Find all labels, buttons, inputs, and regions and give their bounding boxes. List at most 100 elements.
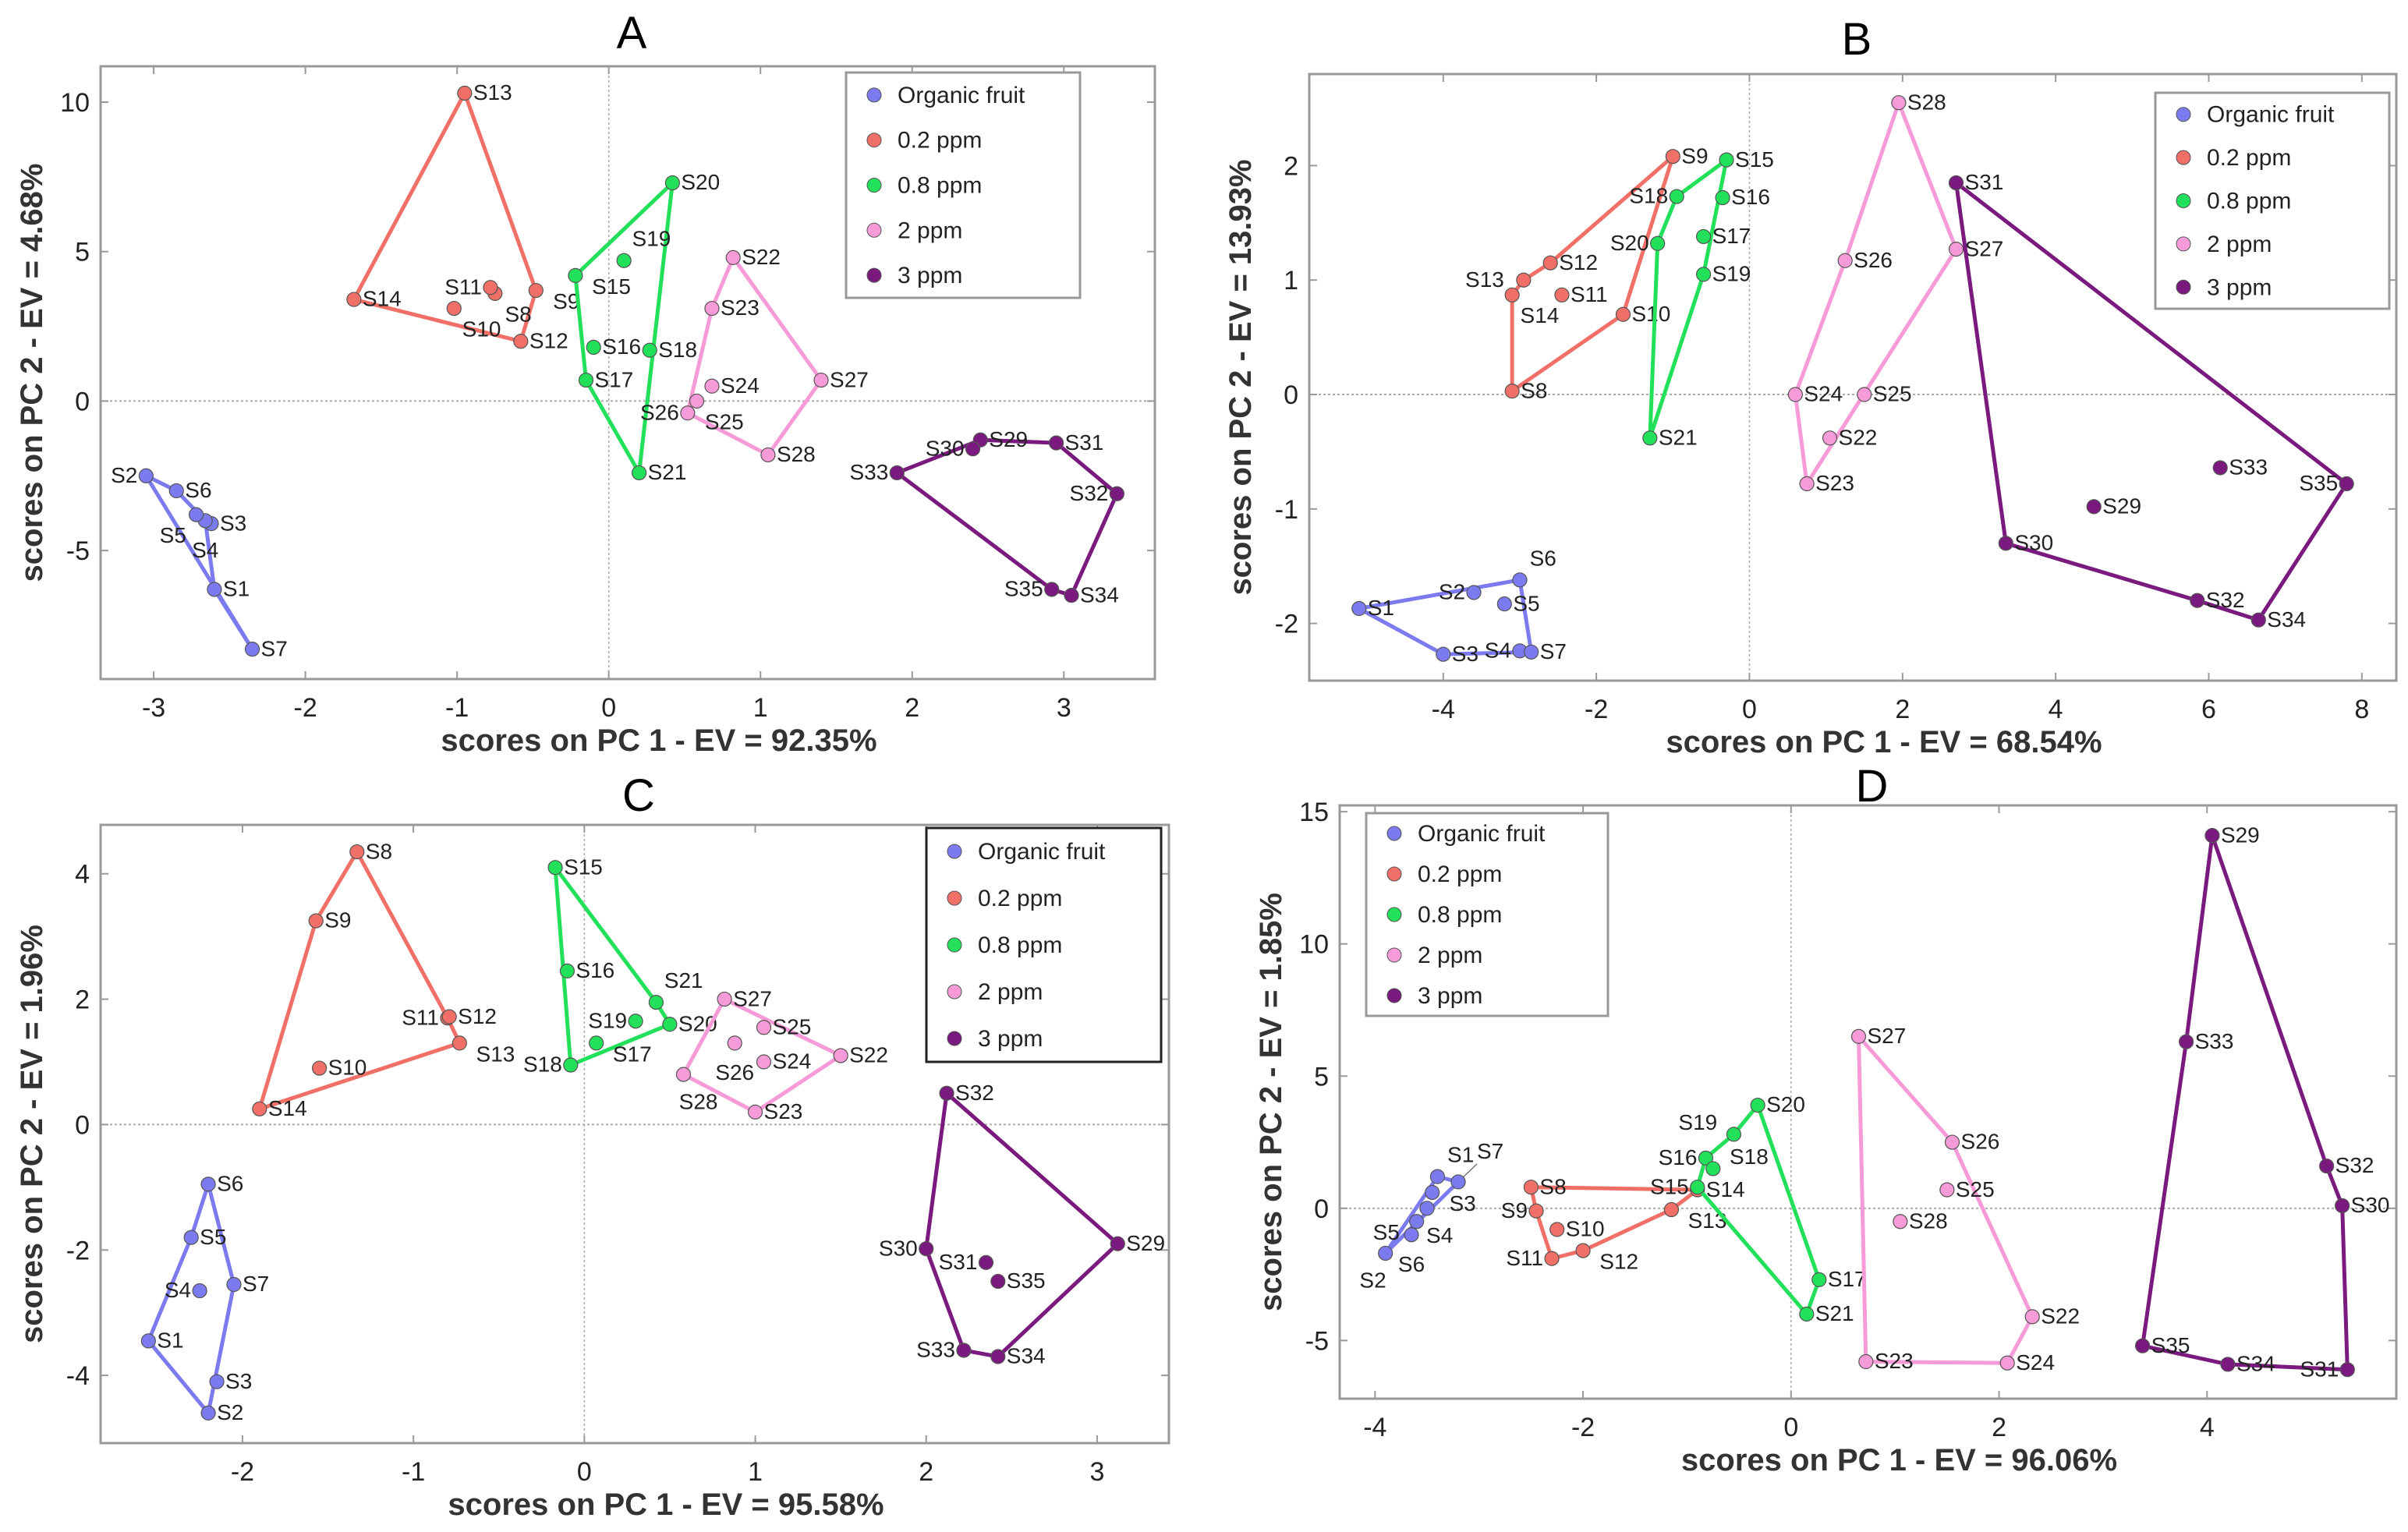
legend-box (1365, 812, 1609, 1017)
y-tick-label: 5 (1314, 1062, 1329, 1092)
x-tick-label: 0 (601, 693, 616, 723)
y-tick-label: -5 (66, 536, 90, 566)
point-label: S18 (1629, 184, 1668, 208)
legend-label: 0.8 ppm (2207, 189, 2291, 214)
point-label: S16 (1731, 185, 1770, 209)
legend-label: 3 ppm (978, 1026, 1043, 1052)
legend: Organic fruit 0.2 ppm 0.8 ppm 2 ppm 3 ppm (2154, 91, 2391, 310)
point-label: S1 (1447, 1143, 1474, 1167)
hull-outline (257, 850, 462, 1111)
series-2-ppm: S24 S25 S26 S27 S23 S28 S22 (675, 986, 888, 1123)
x-tick-label: 2 (1895, 695, 1910, 724)
data-point-s12 (1575, 1243, 1591, 1258)
data-point-s2 (200, 1405, 216, 1421)
x-tick-label: 3 (1057, 693, 1071, 723)
point-label: S27 (830, 367, 869, 391)
hull-outline (1954, 180, 2349, 622)
data-point-s6 (1512, 572, 1528, 588)
point-label: S24 (1804, 382, 1843, 406)
data-point-s19 (1726, 1127, 1742, 1142)
data-point-s35 (990, 1273, 1006, 1290)
point-label: S32 (955, 1081, 994, 1105)
data-point-s21 (1642, 430, 1658, 446)
point-label: S14 (363, 287, 402, 311)
data-point-s35 (1044, 582, 1060, 597)
legend-label: 0.2 ppm (2207, 145, 2291, 171)
data-point-s20 (1750, 1097, 1765, 1113)
data-point-s22 (725, 249, 741, 265)
y-tick-label: 0 (1314, 1194, 1329, 1224)
point-label: S11 (402, 1005, 439, 1029)
x-tick-label: -2 (1571, 1413, 1595, 1442)
point-label: S1 (1368, 596, 1394, 620)
point-label: S17 (1712, 224, 1751, 248)
x-axis-label: scores on PC 1 - EV = 96.06% (1681, 1443, 2117, 1477)
point-label: S15 (1735, 147, 1774, 172)
point-label: S29 (2102, 494, 2141, 518)
point-label: S34 (1080, 582, 1119, 607)
point-label: S30 (2351, 1193, 2390, 1217)
point-label: S9 (1681, 143, 1708, 168)
legend-marker (866, 133, 882, 148)
legend-label: 0.8 ppm (1418, 902, 1502, 928)
point-label: S1 (223, 577, 250, 601)
point-label: S14 (268, 1096, 307, 1120)
series-2-ppm: S24 S25 S26 S22 S23 S27 S28 (640, 245, 869, 466)
x-tick-label: -2 (294, 693, 317, 723)
legend-label: 2 ppm (898, 218, 962, 243)
point-label: S34 (2267, 607, 2306, 632)
point-label: S26 (1961, 1130, 2000, 1154)
y-tick-label: 1 (1284, 266, 1298, 295)
data-point-s15 (1690, 1180, 1705, 1195)
y-tick-label: -2 (1275, 610, 1298, 639)
data-point-s13 (1663, 1201, 1680, 1218)
point-label: S14 (1706, 1177, 1745, 1201)
data-point-s17 (589, 1035, 604, 1051)
point-label: S16 (575, 958, 614, 982)
data-point-s35 (2134, 1338, 2151, 1353)
legend-label: 0.8 ppm (978, 932, 1062, 958)
data-point-s27 (717, 991, 732, 1007)
data-point-s9 (528, 282, 544, 299)
data-point-s1 (140, 1333, 156, 1349)
point-label: S32 (2335, 1153, 2374, 1177)
legend-marker (866, 87, 882, 103)
point-label: S35 (2299, 471, 2338, 495)
data-point-s5 (1496, 596, 1512, 612)
legend-marker (2176, 150, 2191, 165)
point-label: S23 (764, 1099, 803, 1123)
data-point-s11 (483, 280, 498, 295)
point-label: S15 (592, 274, 631, 299)
data-point-s18 (1669, 189, 1684, 204)
point-label: S23 (1875, 1349, 1914, 1373)
data-point-s28 (1891, 95, 1907, 111)
data-point-s5 (183, 1229, 199, 1245)
point-label: S31 (1065, 430, 1104, 455)
point-label: S17 (1828, 1267, 1867, 1291)
data-point-s6 (1404, 1227, 1419, 1243)
point-label: S7 (243, 1272, 269, 1296)
y-tick-label: -4 (66, 1361, 90, 1391)
y-tick-label: 2 (1284, 151, 1298, 181)
data-point-s16 (1715, 189, 1730, 206)
legend: Organic fruit 0.2 ppm 0.8 ppm 2 ppm 3 ppm (845, 71, 1082, 299)
data-point-s9 (1665, 149, 1680, 165)
data-point-s21 (631, 465, 647, 481)
x-tick-label: -4 (1432, 695, 1455, 724)
panel-c: -2 -1 0 1 2 3 -4 -2 0 2 4 scores on PC 1 - EV = 95.… (15, 770, 1170, 1522)
point-label: S4 (1426, 1223, 1453, 1247)
x-tick-label: 2 (1992, 1413, 2006, 1442)
series-0-8-ppm: S17 S18 S16 S15 S20 S19 S21 (1610, 147, 1774, 450)
legend-label: 0.2 ppm (1418, 862, 1502, 887)
point-label: S5 (160, 523, 186, 547)
point-label: S15 (1650, 1174, 1689, 1198)
point-label: S22 (742, 245, 781, 269)
y-tick-label: 0 (75, 387, 90, 416)
data-point-s7 (1450, 1174, 1466, 1190)
legend: Organic fruit 0.2 ppm 0.8 ppm 2 ppm 3 ppm (1365, 812, 1609, 1017)
hull-outline (924, 1091, 1120, 1359)
hull-outline (1856, 1034, 2034, 1365)
point-label: S2 (1439, 580, 1465, 604)
